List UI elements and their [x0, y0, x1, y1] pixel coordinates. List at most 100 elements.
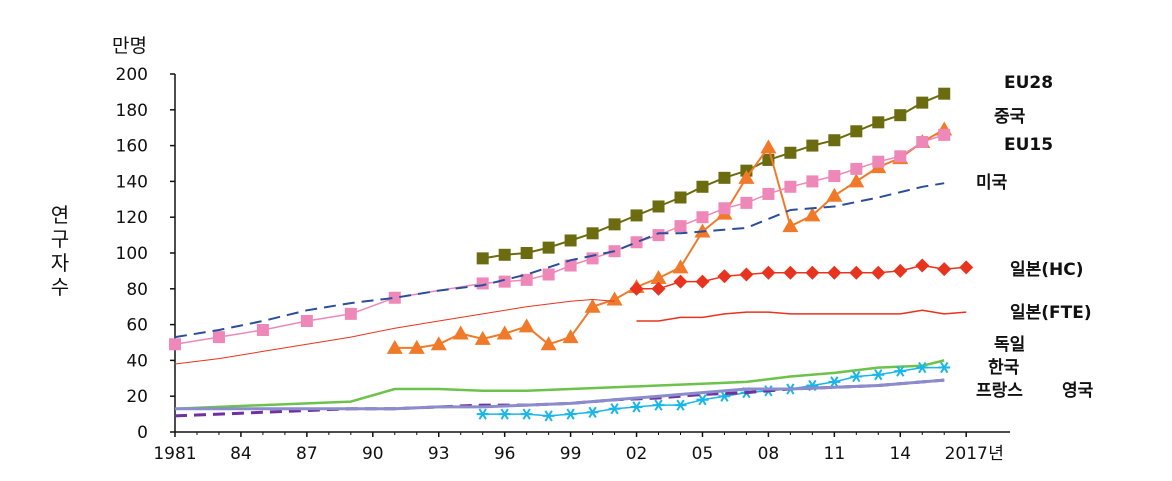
series-label: 일본(FTE): [1010, 303, 1092, 323]
data-point: [784, 146, 797, 159]
y-tick-label: 0: [137, 423, 148, 443]
data-point: [674, 191, 687, 204]
data-point: [894, 109, 907, 122]
data-point: [828, 170, 841, 183]
data-point: [761, 265, 776, 280]
data-point: [739, 267, 754, 282]
data-point: [586, 406, 599, 418]
data-point: [564, 408, 577, 420]
data-point: [476, 277, 489, 290]
data-point: [893, 263, 908, 278]
data-point: [542, 268, 555, 281]
data-point: [848, 173, 865, 188]
data-point: [871, 265, 886, 280]
data-point: [805, 265, 820, 280]
data-point: [476, 252, 489, 265]
x-tick-label: 02: [626, 444, 648, 464]
x-tick-label: 87: [296, 444, 318, 464]
data-point: [408, 339, 425, 354]
data-point: [652, 200, 665, 213]
data-point: [476, 408, 489, 420]
series-label: 프랑스: [976, 381, 1023, 401]
data-point: [696, 394, 709, 406]
series-label: 중국: [994, 107, 1026, 127]
data-point: [938, 128, 951, 141]
data-point: [717, 269, 732, 284]
data-point: [300, 315, 313, 328]
series-label: 미국: [976, 173, 1008, 193]
data-point: [915, 258, 930, 273]
data-point: [894, 150, 907, 163]
data-point: [540, 336, 557, 351]
series-label: 독일: [994, 335, 1025, 355]
data-point: [806, 175, 819, 188]
data-point: [498, 275, 511, 288]
data-point: [695, 274, 710, 289]
y-tick-label: 140: [116, 172, 148, 192]
data-point: [564, 259, 577, 272]
data-point: [629, 281, 644, 296]
data-point: [696, 211, 709, 224]
data-point: [542, 241, 555, 254]
data-point: [562, 329, 579, 344]
data-point: [212, 331, 225, 344]
data-point: [584, 298, 601, 313]
data-point: [718, 171, 731, 184]
series-label: EU28: [1004, 73, 1053, 93]
data-point: [762, 187, 775, 200]
series-label: 영국: [1062, 381, 1094, 401]
y-tick-label: 40: [126, 351, 148, 371]
data-point: [872, 369, 885, 381]
data-point: [256, 323, 269, 336]
data-point: [937, 262, 952, 277]
x-tick-label: 11: [824, 444, 846, 464]
data-point: [169, 338, 181, 351]
data-point: [606, 291, 623, 306]
x-tick-label: 2017: [945, 444, 988, 464]
x-unit-label: 년: [988, 444, 1004, 464]
x-tick-label: 90: [362, 444, 384, 464]
y-tick-label: 200: [116, 65, 148, 85]
y-tick-label: 60: [126, 316, 148, 336]
data-point: [938, 361, 951, 374]
data-point: [586, 252, 599, 265]
data-point: [938, 87, 951, 100]
series-line: [174, 378, 945, 418]
data-point: [344, 307, 357, 320]
series-line: [636, 264, 967, 290]
x-tick-label: 14: [889, 444, 911, 464]
data-point: [827, 265, 842, 280]
series-label: EU15: [1004, 135, 1053, 155]
x-tick-label: 84: [230, 444, 252, 464]
data-point: [784, 180, 797, 193]
y-tick-label: 20: [126, 387, 148, 407]
data-point: [452, 325, 469, 340]
data-point: [564, 234, 577, 247]
data-point: [959, 260, 974, 275]
data-point: [652, 229, 665, 242]
series-line: [174, 182, 945, 339]
data-point: [894, 365, 907, 377]
data-point: [872, 155, 885, 168]
series-line: [636, 309, 967, 322]
series-label: 일본(HC): [1010, 260, 1084, 280]
data-point: [652, 399, 665, 411]
plot-area: [169, 87, 974, 422]
data-point: [630, 236, 643, 249]
y-unit-label: 만명: [112, 35, 147, 57]
data-point: [608, 403, 621, 415]
data-point: [388, 291, 401, 304]
series-line-unlabeled: [174, 299, 615, 365]
data-point: [849, 265, 864, 280]
x-tick-label: 99: [560, 444, 582, 464]
data-point: [674, 399, 687, 411]
data-point: [828, 134, 841, 147]
data-point: [804, 207, 821, 222]
data-point: [430, 336, 447, 351]
y-tick-label: 80: [126, 280, 148, 300]
data-point: [916, 136, 929, 149]
data-point: [696, 180, 709, 193]
data-point: [916, 96, 929, 109]
